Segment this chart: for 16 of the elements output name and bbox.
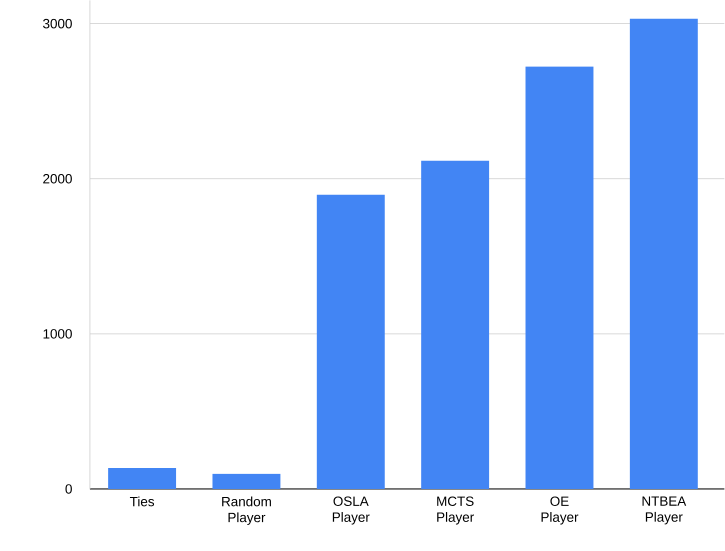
x-tick-label: NTBEA Player [642,496,686,524]
y-tick-label: 3000 [43,18,72,28]
x-tick-label: OSLA Player [332,496,370,525]
x-tick-label: Random Player [222,496,271,525]
bar [316,194,385,489]
bar [108,468,176,489]
y-tick-label: 0 [65,484,72,494]
x-tick-label: Ties [130,496,154,506]
bar [526,66,594,489]
y-tick-label: 2000 [43,174,72,184]
bar [212,474,280,489]
x-tick-label: OE Player [542,496,578,525]
bar [421,160,490,489]
bar [630,18,698,489]
x-tick-label: MCTS Player [437,496,474,525]
y-tick-label: 1000 [44,329,72,339]
